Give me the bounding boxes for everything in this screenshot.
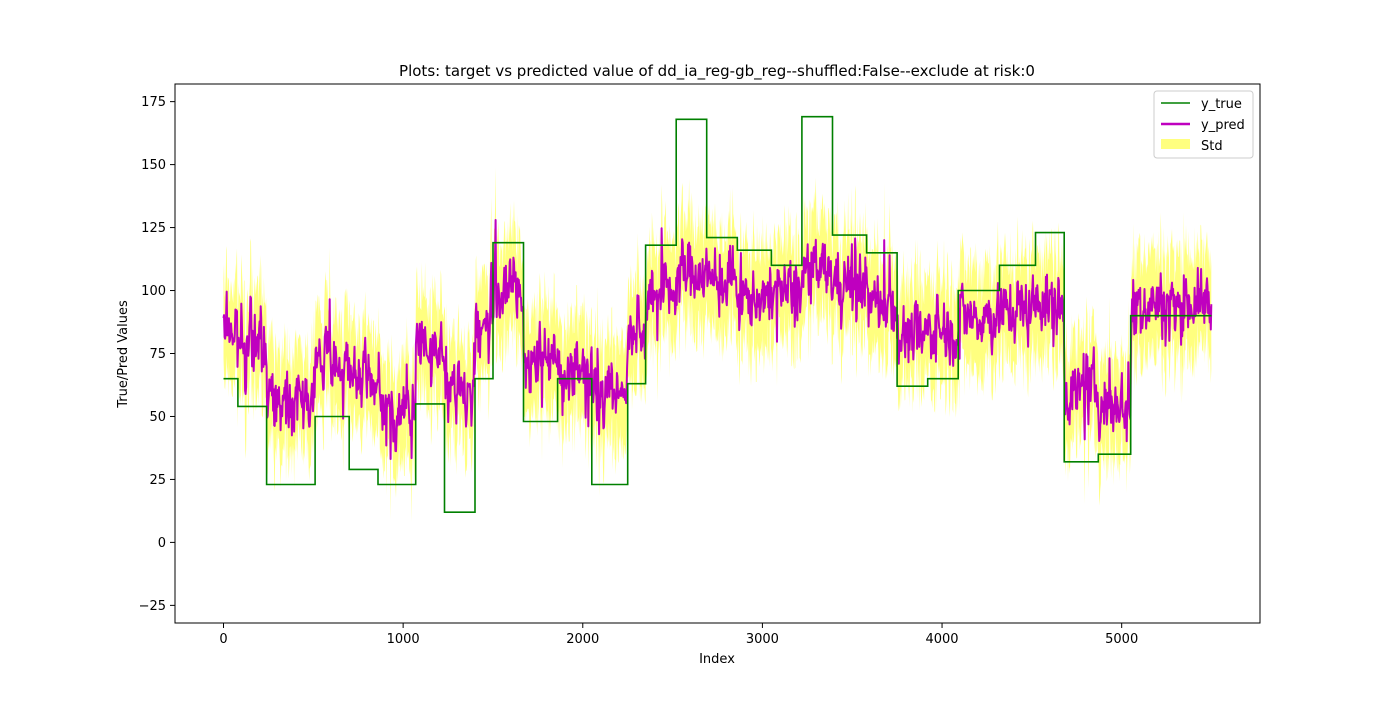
chart-title: Plots: target vs predicted value of dd_i… [399, 62, 1035, 81]
y-tick-label: 0 [158, 536, 166, 551]
y-tick-label: 25 [149, 473, 166, 488]
y-axis-label: True/Pred Values [116, 300, 131, 409]
legend-swatch-std [1161, 139, 1190, 149]
x-tick-label: 1000 [387, 632, 420, 647]
y-axis: −25 0 25 50 75 100 125 150 175 [139, 95, 175, 614]
plot-area [222, 115, 1213, 522]
legend-label-y-pred: y_pred [1201, 118, 1245, 133]
x-tick-label: 5000 [1105, 632, 1138, 647]
y-tick-label: 75 [149, 347, 166, 362]
x-tick-label: 2000 [566, 632, 599, 647]
x-tick-label: 3000 [746, 632, 779, 647]
y-tick-label: 150 [141, 158, 166, 173]
x-axis: 0 1000 2000 3000 4000 5000 [219, 623, 1138, 647]
std-band [223, 167, 1212, 522]
x-tick-label: 0 [219, 632, 227, 647]
y-pred-line [222, 219, 1213, 460]
legend-label-y-true: y_true [1201, 97, 1242, 112]
y-tick-label: 175 [141, 95, 166, 110]
y-tick-label: 125 [141, 221, 166, 236]
y-tick-label: 100 [141, 284, 166, 299]
x-axis-label: Index [699, 652, 735, 667]
x-tick-label: 4000 [925, 632, 958, 647]
y-true-line [223, 115, 1212, 513]
legend: y_true y_pred Std [1153, 90, 1254, 159]
y-tick-label: 50 [149, 410, 166, 425]
y-tick-label: −25 [139, 599, 166, 614]
legend-label-std: Std [1201, 139, 1223, 154]
